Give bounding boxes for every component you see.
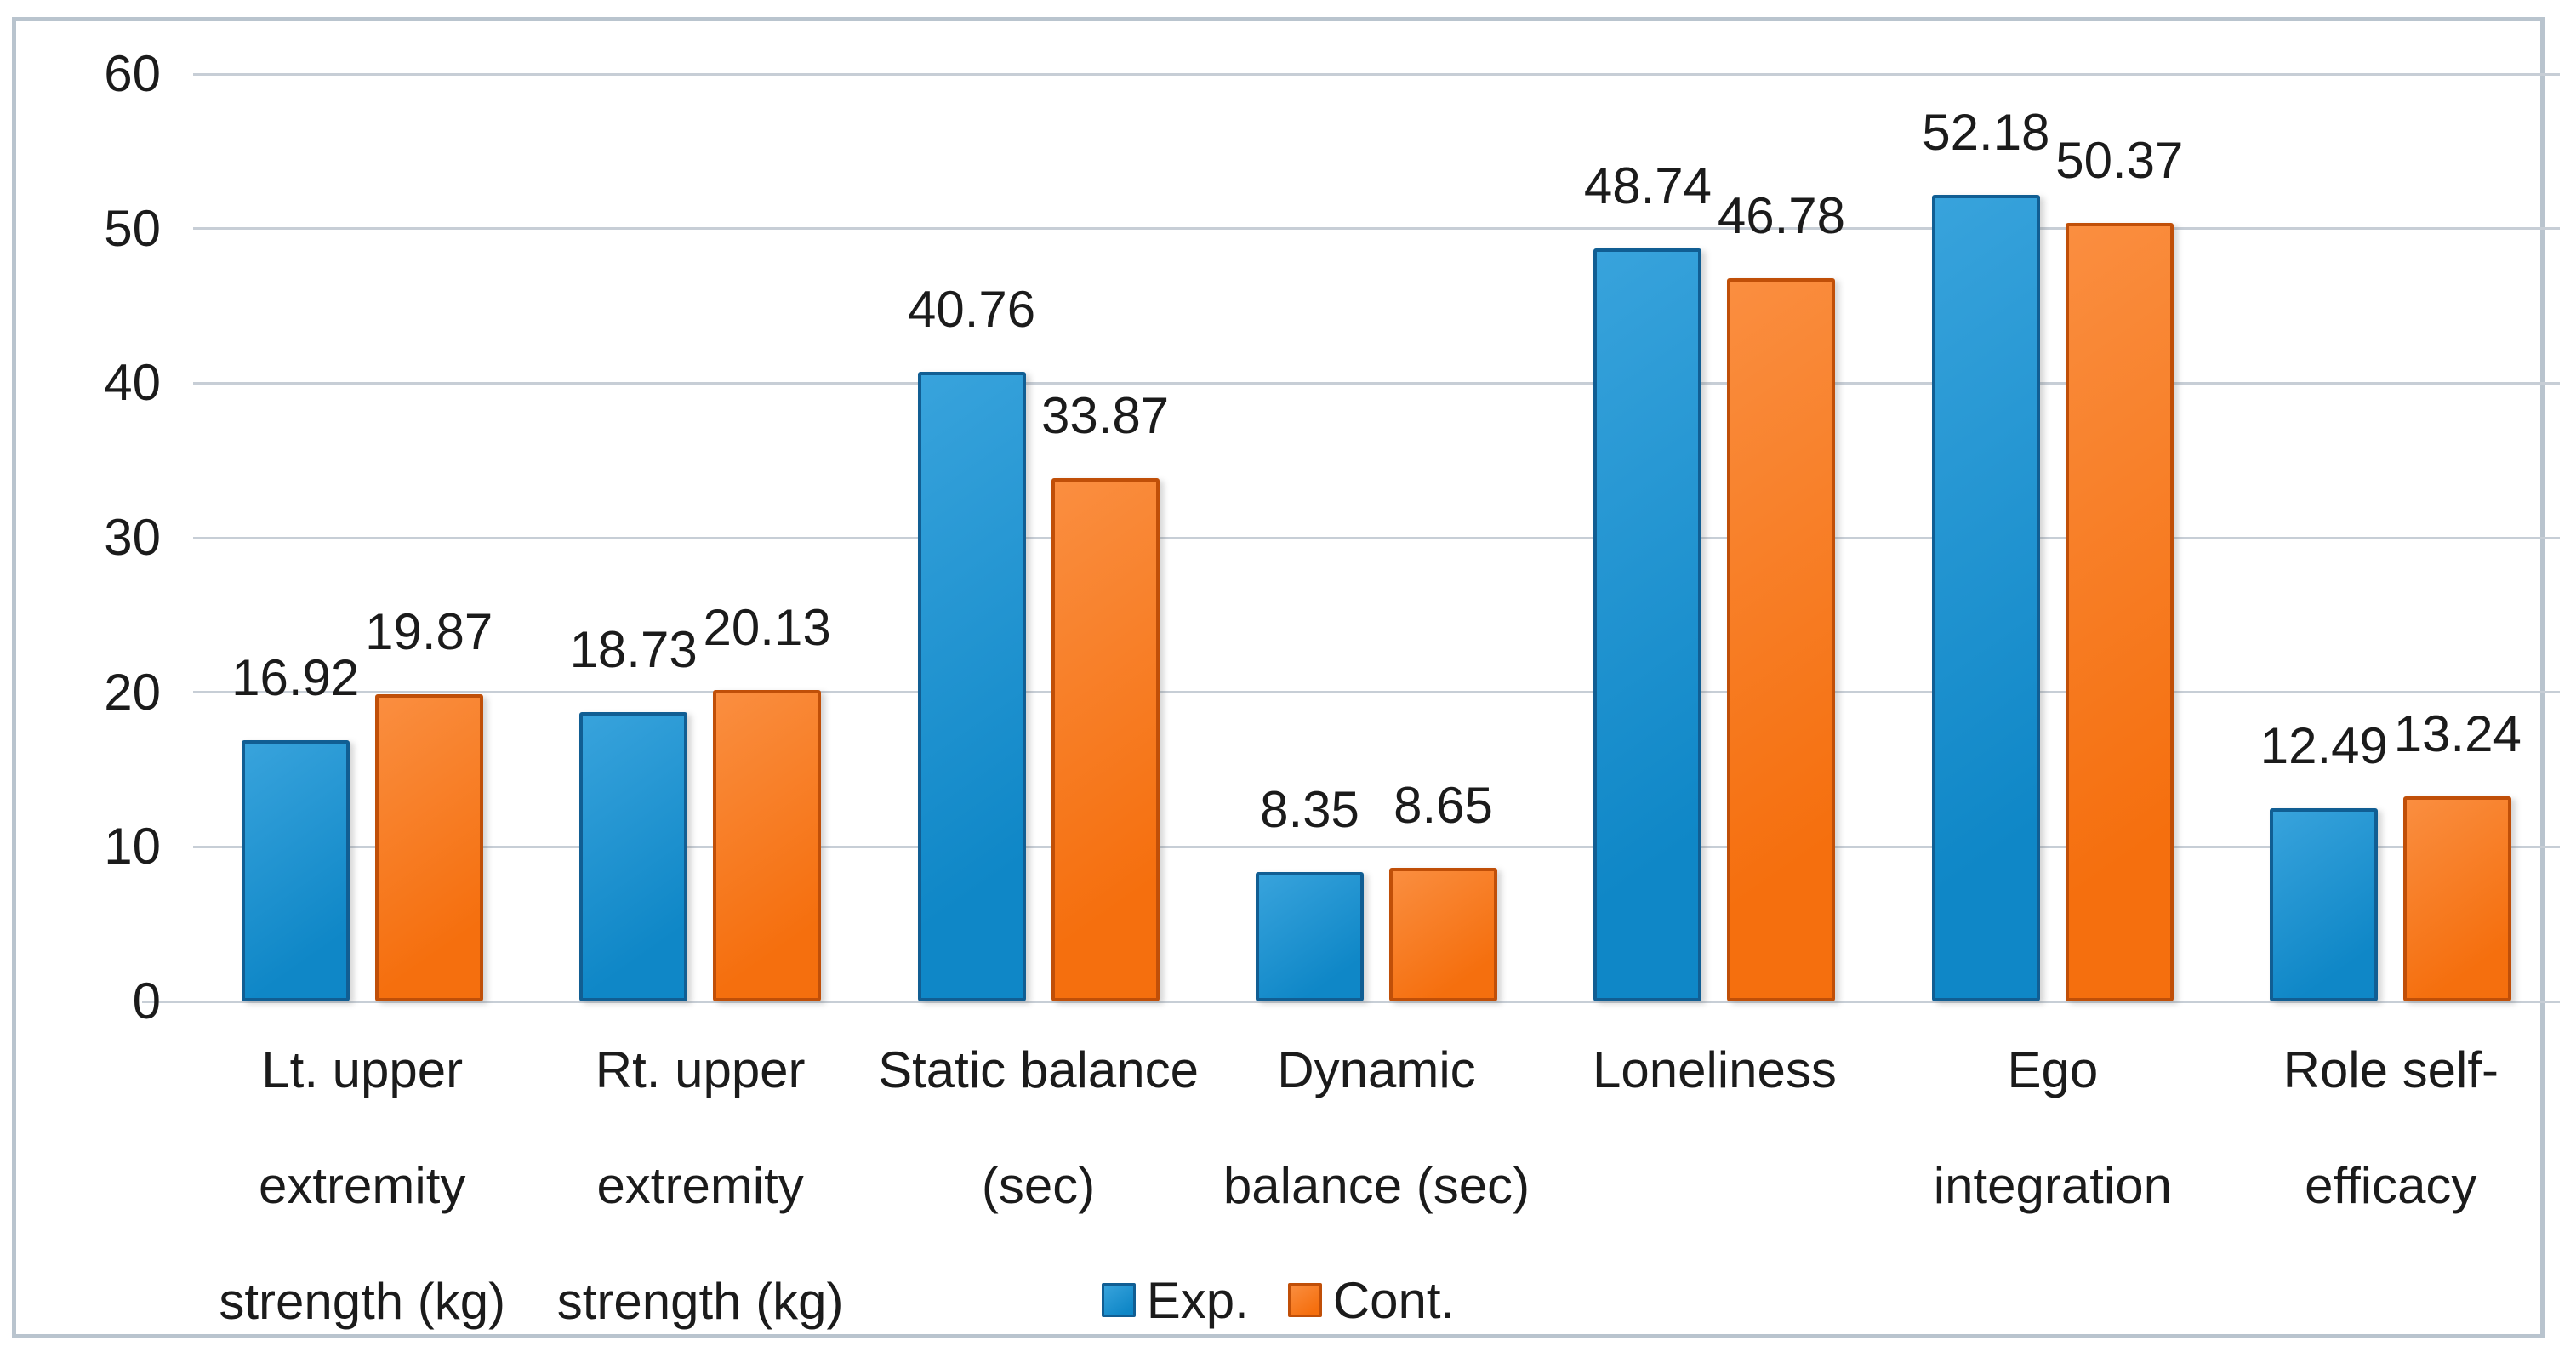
category-label-line: Dynamic xyxy=(1277,1041,1476,1098)
category-label-line: Lt. upper xyxy=(261,1041,464,1098)
value-label-cont-4: 8.65 xyxy=(1393,776,1493,834)
y-tick-label-50: 50 xyxy=(104,199,161,257)
y-tick-label-40: 40 xyxy=(104,354,161,412)
bar-exp-6 xyxy=(1931,195,2040,1001)
category-label-line: strength (kg) xyxy=(556,1273,844,1330)
gridline-y-30 xyxy=(193,536,2560,539)
bar-exp-5 xyxy=(1593,248,1702,1001)
value-label-exp-4: 8.35 xyxy=(1260,781,1359,839)
category-label-line: extremity xyxy=(596,1157,804,1214)
value-label-cont-7: 13.24 xyxy=(2393,705,2522,763)
category-label-line: Role self- xyxy=(2282,1041,2499,1098)
bar-group-4: 8.35 8.65 xyxy=(1207,74,1545,1001)
value-label-exp-7: 12.49 xyxy=(2260,717,2388,775)
bar-cont-1 xyxy=(374,694,483,1001)
bar-group-3: 40.76 33.87 xyxy=(869,74,1207,1001)
category-label-7: Role self-efficacy xyxy=(2184,1012,2576,1244)
bar-group-1: 16.92 19.87 xyxy=(193,74,531,1001)
y-tick-label-60: 60 xyxy=(104,45,161,102)
legend-swatch-cont-icon xyxy=(1287,1283,1322,1317)
bar-exp-2 xyxy=(579,711,688,1001)
bar-group-6: 52.18 50.37 xyxy=(1884,74,2221,1001)
gridline-y-20 xyxy=(193,691,2560,694)
bar-cont-3 xyxy=(1051,477,1160,1001)
bar-exp-4 xyxy=(1255,872,1364,1001)
value-label-cont-1: 19.87 xyxy=(365,603,493,661)
gridline-y-0 xyxy=(142,1000,2560,1003)
category-label-2: Rt. upper extremity strength (kg) xyxy=(493,1012,907,1360)
bar-cont-6 xyxy=(2065,222,2174,1001)
bar-cont-2 xyxy=(713,690,822,1001)
y-tick-label-20: 20 xyxy=(104,663,161,721)
gridline-y-40 xyxy=(193,381,2560,385)
category-label-line: strength (kg) xyxy=(219,1273,506,1330)
bar-cont-4 xyxy=(1388,867,1497,1001)
value-label-exp-1: 16.92 xyxy=(231,648,360,706)
category-label-5: Loneliness xyxy=(1507,1012,1922,1128)
bar-exp-1 xyxy=(241,739,350,1001)
bar-cont-5 xyxy=(1727,278,1836,1001)
value-label-cont-3: 33.87 xyxy=(1040,386,1170,444)
legend-item-exp: Exp. xyxy=(1101,1271,1249,1330)
category-label-1: Lt. upper extremity strength (kg) xyxy=(155,1012,569,1360)
category-label-line: efficacy xyxy=(2305,1157,2477,1214)
value-label-cont-5: 46.78 xyxy=(1717,187,1845,245)
category-label-line: Loneliness xyxy=(1592,1041,1837,1098)
bar-group-2: 18.73 20.13 xyxy=(531,74,869,1001)
category-label-3: Static balance (sec) xyxy=(831,1012,1245,1244)
legend-swatch-exp-icon xyxy=(1101,1283,1136,1317)
category-label-line: Rt. upper xyxy=(595,1041,806,1098)
bar-exp-7 xyxy=(2270,808,2379,1001)
y-tick-label-30: 30 xyxy=(104,509,161,566)
plot-area: 16.92 19.87 18.73 20.13 40.76 33.87 8.35 8.65 48… xyxy=(142,72,2560,1003)
bar-group-5: 48.74 46.78 xyxy=(1546,74,1884,1001)
bar-chart-figure: 16.92 19.87 18.73 20.13 40.76 33.87 8.35 8.65 48… xyxy=(12,17,2560,1341)
value-label-exp-6: 52.18 xyxy=(1922,104,2050,162)
value-label-exp-5: 48.74 xyxy=(1583,157,1712,214)
category-label-line: Ego xyxy=(2007,1041,2099,1098)
category-label-line: (sec) xyxy=(981,1157,1096,1214)
legend: Exp. Cont. xyxy=(16,1259,2540,1341)
gridline-y-10 xyxy=(193,845,2560,848)
value-label-exp-2: 18.73 xyxy=(569,620,698,678)
value-label-cont-2: 20.13 xyxy=(703,599,831,657)
category-label-4: Dynamic balance (sec) xyxy=(1169,1012,1583,1244)
bar-exp-3 xyxy=(917,371,1026,1001)
value-label-cont-6: 50.37 xyxy=(2055,131,2184,189)
y-tick-label-10: 10 xyxy=(104,818,161,875)
bar-group-7: 12.49 13.24 xyxy=(2222,74,2560,1001)
category-label-line: balance (sec) xyxy=(1222,1157,1530,1214)
legend-label-cont: Cont. xyxy=(1332,1271,1456,1329)
y-tick-label-0: 0 xyxy=(132,972,161,1029)
gridline-y-60 xyxy=(193,72,2560,76)
category-label-line: integration xyxy=(1933,1157,2172,1214)
bar-cont-7 xyxy=(2403,796,2512,1001)
value-label-exp-3: 40.76 xyxy=(907,280,1036,338)
category-label-6: Ego integration xyxy=(1845,1012,2260,1244)
gridline-y-50 xyxy=(193,227,2560,231)
legend-label-exp: Exp. xyxy=(1146,1271,1249,1329)
legend-item-cont: Cont. xyxy=(1287,1271,1456,1330)
category-label-line: extremity xyxy=(259,1157,466,1214)
category-label-line: Static balance xyxy=(878,1041,1199,1098)
